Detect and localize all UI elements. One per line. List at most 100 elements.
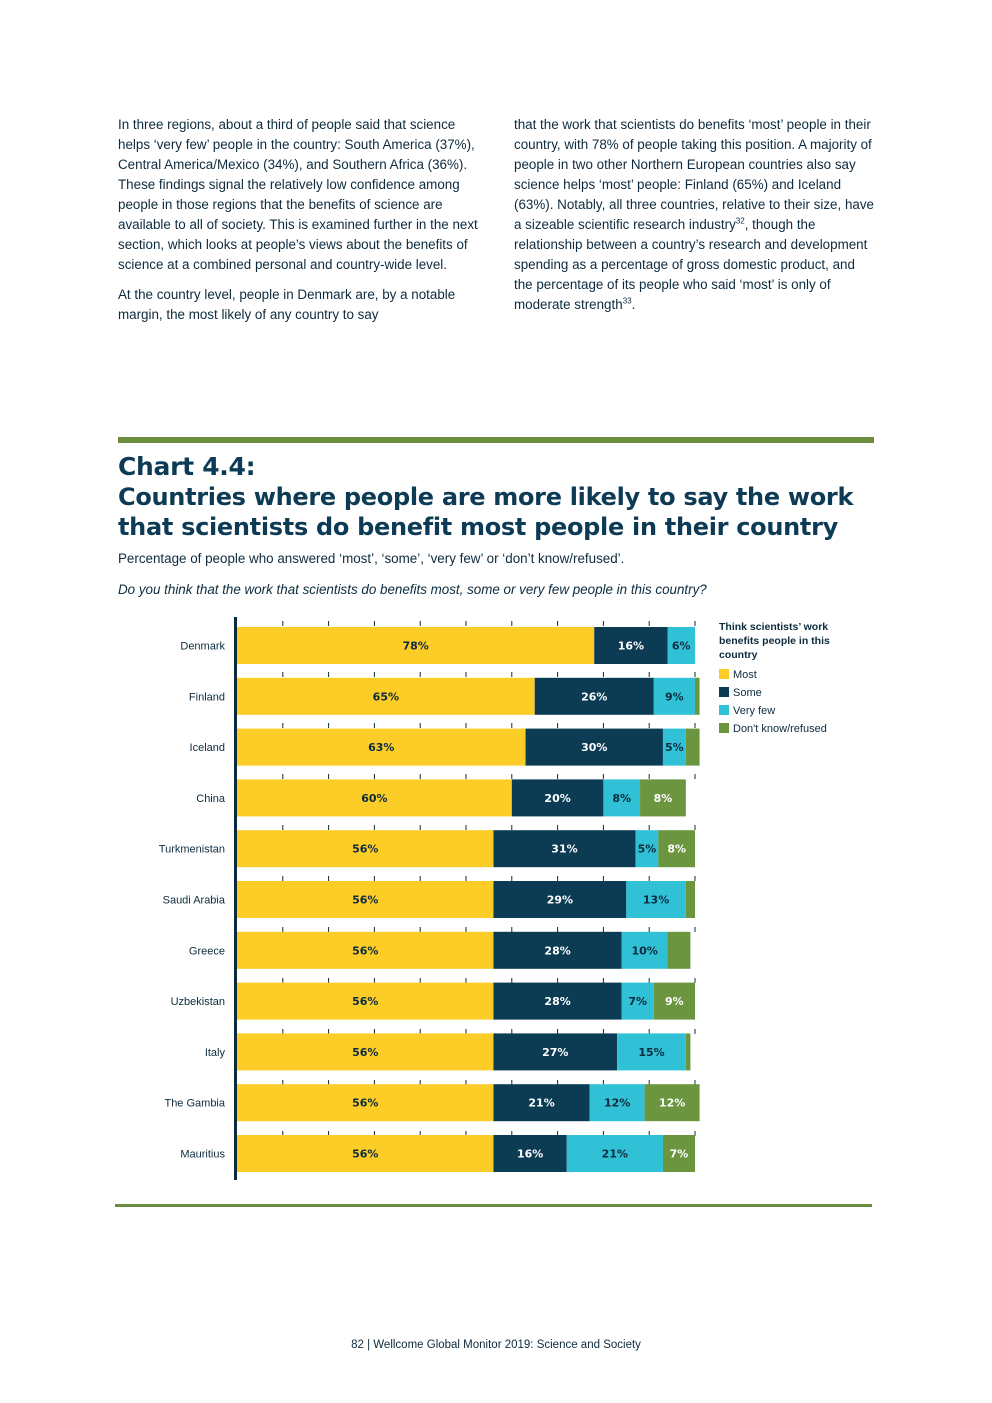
bar-segment: [621, 982, 654, 1020]
paragraph: that the work that scientists do benefit…: [514, 115, 874, 315]
paragraph-text: .: [631, 297, 636, 312]
paragraph: At the country level, people in Denmark …: [118, 287, 456, 322]
data-label: 27%: [542, 1046, 568, 1059]
category-label: Uzbekistan: [171, 996, 225, 1008]
bar-segment: [685, 728, 700, 766]
category-label: China: [196, 793, 226, 805]
category-label: Mauritius: [180, 1149, 225, 1161]
data-label: 21%: [528, 1097, 554, 1110]
bar-segment: [237, 1084, 494, 1122]
bar-segment: [658, 830, 695, 868]
data-label: 21%: [602, 1148, 628, 1161]
data-label: 12%: [604, 1097, 630, 1110]
bar-segment: [237, 1033, 494, 1071]
bar-segment: [695, 677, 700, 715]
bar-segment: [493, 1033, 618, 1071]
data-label: 9%: [665, 995, 684, 1008]
legend-swatch: [719, 669, 729, 679]
chart-question: Do you think that the work that scientis…: [118, 582, 707, 597]
bar-segment: [635, 830, 659, 868]
bar-segment: [640, 779, 686, 817]
bar-segment: [626, 881, 686, 918]
bars: [237, 627, 700, 1172]
bar-segment: [667, 627, 695, 664]
legend-label: Some: [733, 687, 762, 699]
bar-segment: [594, 627, 668, 664]
bar-segment: [525, 728, 663, 766]
bar-segment: [511, 779, 604, 817]
legend-item: Very few: [719, 702, 849, 720]
legend-label: Very few: [733, 705, 776, 717]
data-label: 9%: [665, 690, 684, 703]
bar-segment: [662, 728, 686, 766]
body-column-right: that the work that scientists do benefit…: [514, 115, 874, 325]
bar-segment: [653, 677, 695, 715]
legend-item: Most: [719, 666, 849, 684]
bar-segment: [237, 830, 494, 868]
legend-item: Don't know/refused: [719, 720, 849, 738]
data-label: 28%: [544, 944, 570, 957]
data-label: 10%: [631, 944, 657, 957]
data-label: 56%: [352, 843, 378, 856]
data-label: 13%: [643, 894, 669, 907]
bar-segment: [617, 1033, 686, 1071]
bar-segment: [237, 779, 512, 817]
bar-segment: [493, 1135, 567, 1172]
bar-segment: [493, 830, 636, 868]
paragraph-text: , though the relationship between a coun…: [514, 217, 868, 312]
bar-segment: [621, 931, 668, 969]
data-label: 12%: [659, 1097, 685, 1110]
legend-label: Most: [733, 669, 757, 681]
data-label: 31%: [551, 843, 577, 856]
category-label: Greece: [189, 945, 225, 957]
data-label: 56%: [352, 1148, 378, 1161]
publication-title: Wellcome Global Monitor 2019: Science an…: [373, 1339, 641, 1351]
bar-segment: [662, 1135, 695, 1172]
data-label: 56%: [352, 995, 378, 1008]
legend-swatch: [719, 723, 729, 733]
page-number: 82: [351, 1339, 364, 1351]
legend-items: Most Some Very few Don't know/refused: [719, 666, 849, 738]
legend-item: Some: [719, 684, 849, 702]
bar-segment: [237, 931, 494, 969]
category-label: Denmark: [180, 641, 225, 653]
data-label: 5%: [638, 843, 657, 856]
data-label: 56%: [352, 1097, 378, 1110]
category-label: The Gambia: [164, 1098, 225, 1110]
chart-subtitle: Percentage of people who answered ‘most’…: [118, 551, 625, 566]
bar-segment: [589, 1084, 645, 1122]
data-label: 20%: [544, 792, 570, 805]
bar-segment: [653, 982, 695, 1020]
bar-segment: [493, 881, 627, 918]
category-label: Italy: [205, 1047, 226, 1059]
category-label: Turkmenistan: [159, 844, 225, 856]
bar-segment: [237, 982, 494, 1020]
gridlines: [234, 617, 696, 1180]
bar-segment: [685, 1033, 691, 1071]
chart-bottom-rule: [115, 1204, 872, 1207]
legend-label: Don't know/refused: [733, 723, 827, 735]
page-footer: 82 | Wellcome Global Monitor 2019: Scien…: [0, 1339, 992, 1351]
category-label: Saudi Arabia: [163, 895, 226, 907]
data-label: 30%: [581, 741, 607, 754]
bar-segment: [493, 931, 622, 969]
category-label: Iceland: [190, 742, 225, 754]
footnote-ref[interactable]: 33: [622, 296, 632, 306]
bar-segment: [566, 1135, 663, 1172]
footer-separator: |: [367, 1339, 371, 1351]
data-label: 28%: [544, 995, 570, 1008]
bar-segment: [644, 1084, 700, 1122]
data-label: 56%: [352, 944, 378, 957]
bar-segment: [685, 881, 695, 918]
data-label: 56%: [352, 894, 378, 907]
bar-segment: [237, 627, 595, 664]
data-label: 60%: [361, 792, 387, 805]
bar-segment: [534, 677, 654, 715]
legend-title: Think scientists’ work benefits people i…: [719, 621, 830, 661]
data-label: 65%: [373, 690, 399, 703]
data-label: 8%: [654, 792, 673, 805]
bar-segment: [237, 677, 535, 715]
footnote-ref[interactable]: 32: [735, 216, 745, 226]
data-label: 29%: [547, 894, 573, 907]
